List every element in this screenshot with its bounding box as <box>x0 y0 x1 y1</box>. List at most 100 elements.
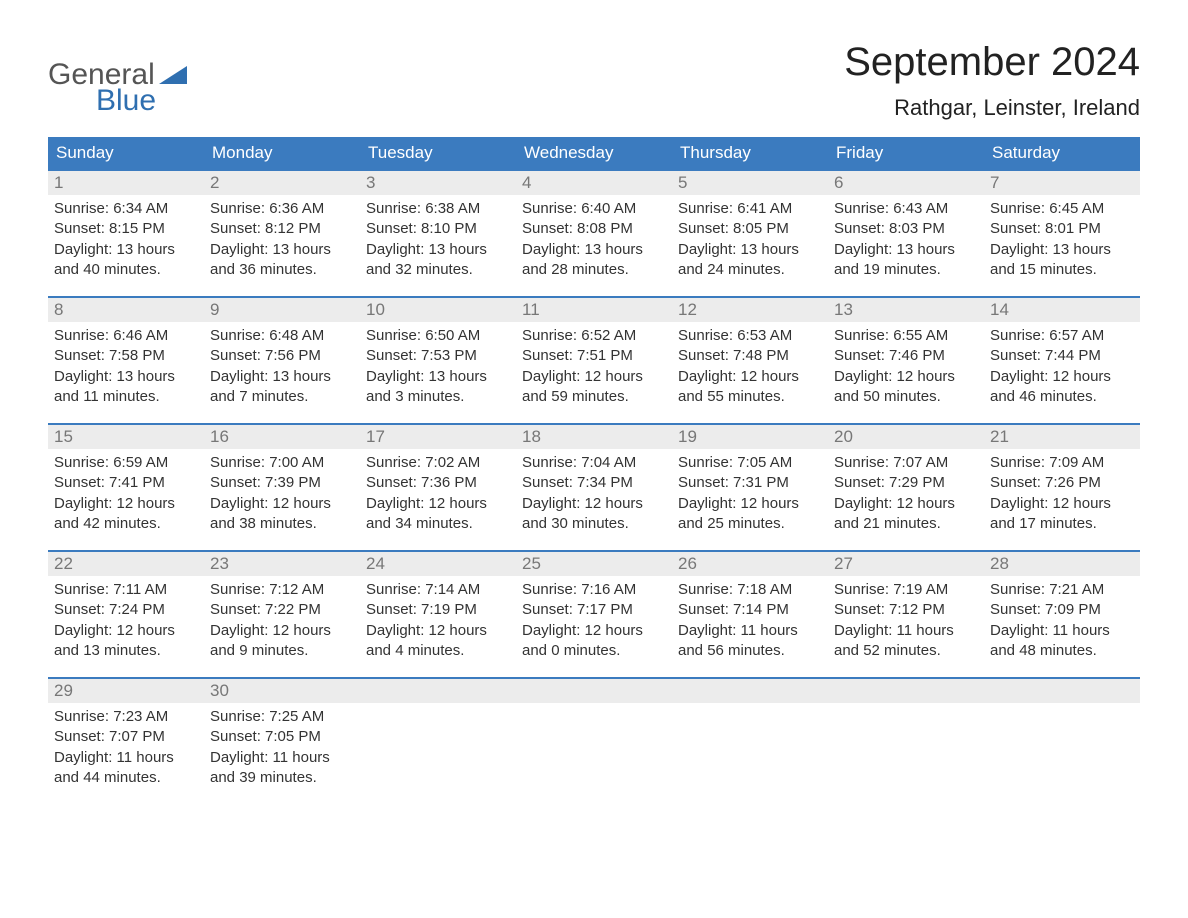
daylight-line: Daylight: 12 hours and 42 minutes. <box>54 494 198 535</box>
sunrise-line: Sunrise: 6:43 AM <box>834 199 978 219</box>
day-number: 6 <box>828 169 984 195</box>
week-row: 29Sunrise: 7:23 AMSunset: 7:07 PMDayligh… <box>48 677 1140 804</box>
week-row: 1Sunrise: 6:34 AMSunset: 8:15 PMDaylight… <box>48 169 1140 296</box>
sunset-line: Sunset: 7:05 PM <box>210 727 354 747</box>
day-cell: 3Sunrise: 6:38 AMSunset: 8:10 PMDaylight… <box>360 169 516 296</box>
sunset-line: Sunset: 7:34 PM <box>522 473 666 493</box>
day-number: 20 <box>828 423 984 449</box>
sunrise-line: Sunrise: 6:59 AM <box>54 453 198 473</box>
day-number: 9 <box>204 296 360 322</box>
sunrise-line: Sunrise: 6:34 AM <box>54 199 198 219</box>
sunrise-line: Sunrise: 7:07 AM <box>834 453 978 473</box>
sunset-line: Sunset: 7:53 PM <box>366 346 510 366</box>
sunrise-line: Sunrise: 7:00 AM <box>210 453 354 473</box>
sunset-line: Sunset: 7:26 PM <box>990 473 1134 493</box>
day-number <box>516 677 672 703</box>
day-number: 5 <box>672 169 828 195</box>
sunrise-line: Sunrise: 7:02 AM <box>366 453 510 473</box>
dayheader-tuesday: Tuesday <box>360 137 516 169</box>
day-cell: 25Sunrise: 7:16 AMSunset: 7:17 PMDayligh… <box>516 550 672 677</box>
sunset-line: Sunset: 7:56 PM <box>210 346 354 366</box>
sunset-line: Sunset: 7:24 PM <box>54 600 198 620</box>
week-row: 8Sunrise: 6:46 AMSunset: 7:58 PMDaylight… <box>48 296 1140 423</box>
day-cell <box>828 677 984 804</box>
day-cell: 1Sunrise: 6:34 AMSunset: 8:15 PMDaylight… <box>48 169 204 296</box>
day-content: Sunrise: 6:55 AMSunset: 7:46 PMDaylight:… <box>828 322 984 423</box>
day-content: Sunrise: 6:59 AMSunset: 7:41 PMDaylight:… <box>48 449 204 550</box>
day-number: 4 <box>516 169 672 195</box>
daylight-line: Daylight: 13 hours and 7 minutes. <box>210 367 354 408</box>
daylight-line: Daylight: 13 hours and 24 minutes. <box>678 240 822 281</box>
sunrise-line: Sunrise: 6:40 AM <box>522 199 666 219</box>
dayheader-monday: Monday <box>204 137 360 169</box>
day-cell <box>516 677 672 804</box>
day-cell: 4Sunrise: 6:40 AMSunset: 8:08 PMDaylight… <box>516 169 672 296</box>
day-cell: 8Sunrise: 6:46 AMSunset: 7:58 PMDaylight… <box>48 296 204 423</box>
day-content: Sunrise: 7:04 AMSunset: 7:34 PMDaylight:… <box>516 449 672 550</box>
sunset-line: Sunset: 7:19 PM <box>366 600 510 620</box>
day-number: 17 <box>360 423 516 449</box>
day-content <box>516 703 672 723</box>
day-number: 26 <box>672 550 828 576</box>
sunrise-line: Sunrise: 6:46 AM <box>54 326 198 346</box>
week-row: 15Sunrise: 6:59 AMSunset: 7:41 PMDayligh… <box>48 423 1140 550</box>
day-content: Sunrise: 6:50 AMSunset: 7:53 PMDaylight:… <box>360 322 516 423</box>
header: General Blue September 2024 Rathgar, Lei… <box>48 40 1140 131</box>
day-content: Sunrise: 6:36 AMSunset: 8:12 PMDaylight:… <box>204 195 360 296</box>
dayheader-friday: Friday <box>828 137 984 169</box>
day-content: Sunrise: 7:12 AMSunset: 7:22 PMDaylight:… <box>204 576 360 677</box>
sunrise-line: Sunrise: 6:55 AM <box>834 326 978 346</box>
daylight-line: Daylight: 11 hours and 39 minutes. <box>210 748 354 789</box>
day-cell: 26Sunrise: 7:18 AMSunset: 7:14 PMDayligh… <box>672 550 828 677</box>
day-cell: 20Sunrise: 7:07 AMSunset: 7:29 PMDayligh… <box>828 423 984 550</box>
logo-blue-text: Blue <box>96 86 187 116</box>
day-cell: 5Sunrise: 6:41 AMSunset: 8:05 PMDaylight… <box>672 169 828 296</box>
day-number: 24 <box>360 550 516 576</box>
sunset-line: Sunset: 8:05 PM <box>678 219 822 239</box>
daylight-line: Daylight: 12 hours and 34 minutes. <box>366 494 510 535</box>
day-cell: 19Sunrise: 7:05 AMSunset: 7:31 PMDayligh… <box>672 423 828 550</box>
sunset-line: Sunset: 8:03 PM <box>834 219 978 239</box>
daylight-line: Daylight: 12 hours and 55 minutes. <box>678 367 822 408</box>
day-content: Sunrise: 6:43 AMSunset: 8:03 PMDaylight:… <box>828 195 984 296</box>
daylight-line: Daylight: 12 hours and 17 minutes. <box>990 494 1134 535</box>
sunrise-line: Sunrise: 7:21 AM <box>990 580 1134 600</box>
sunrise-line: Sunrise: 6:48 AM <box>210 326 354 346</box>
day-cell: 7Sunrise: 6:45 AMSunset: 8:01 PMDaylight… <box>984 169 1140 296</box>
day-cell: 2Sunrise: 6:36 AMSunset: 8:12 PMDaylight… <box>204 169 360 296</box>
sunset-line: Sunset: 7:44 PM <box>990 346 1134 366</box>
day-content: Sunrise: 7:25 AMSunset: 7:05 PMDaylight:… <box>204 703 360 804</box>
day-number <box>984 677 1140 703</box>
sunrise-line: Sunrise: 6:53 AM <box>678 326 822 346</box>
day-content: Sunrise: 7:00 AMSunset: 7:39 PMDaylight:… <box>204 449 360 550</box>
day-number <box>672 677 828 703</box>
day-number: 28 <box>984 550 1140 576</box>
sunset-line: Sunset: 7:48 PM <box>678 346 822 366</box>
sunset-line: Sunset: 7:39 PM <box>210 473 354 493</box>
day-number: 13 <box>828 296 984 322</box>
sunset-line: Sunset: 7:14 PM <box>678 600 822 620</box>
day-content: Sunrise: 6:45 AMSunset: 8:01 PMDaylight:… <box>984 195 1140 296</box>
day-cell: 24Sunrise: 7:14 AMSunset: 7:19 PMDayligh… <box>360 550 516 677</box>
day-header-row: Sunday Monday Tuesday Wednesday Thursday… <box>48 137 1140 169</box>
sunset-line: Sunset: 8:01 PM <box>990 219 1134 239</box>
daylight-line: Daylight: 13 hours and 36 minutes. <box>210 240 354 281</box>
sunrise-line: Sunrise: 6:41 AM <box>678 199 822 219</box>
day-cell: 14Sunrise: 6:57 AMSunset: 7:44 PMDayligh… <box>984 296 1140 423</box>
day-cell: 29Sunrise: 7:23 AMSunset: 7:07 PMDayligh… <box>48 677 204 804</box>
day-number <box>828 677 984 703</box>
sunrise-line: Sunrise: 7:14 AM <box>366 580 510 600</box>
day-content <box>984 703 1140 723</box>
day-content: Sunrise: 6:41 AMSunset: 8:05 PMDaylight:… <box>672 195 828 296</box>
sunrise-line: Sunrise: 6:57 AM <box>990 326 1134 346</box>
day-cell: 13Sunrise: 6:55 AMSunset: 7:46 PMDayligh… <box>828 296 984 423</box>
sunrise-line: Sunrise: 7:09 AM <box>990 453 1134 473</box>
daylight-line: Daylight: 12 hours and 59 minutes. <box>522 367 666 408</box>
daylight-line: Daylight: 12 hours and 25 minutes. <box>678 494 822 535</box>
sunrise-line: Sunrise: 6:45 AM <box>990 199 1134 219</box>
day-cell: 11Sunrise: 6:52 AMSunset: 7:51 PMDayligh… <box>516 296 672 423</box>
daylight-line: Daylight: 13 hours and 3 minutes. <box>366 367 510 408</box>
day-number: 27 <box>828 550 984 576</box>
day-content: Sunrise: 7:14 AMSunset: 7:19 PMDaylight:… <box>360 576 516 677</box>
day-content: Sunrise: 7:21 AMSunset: 7:09 PMDaylight:… <box>984 576 1140 677</box>
